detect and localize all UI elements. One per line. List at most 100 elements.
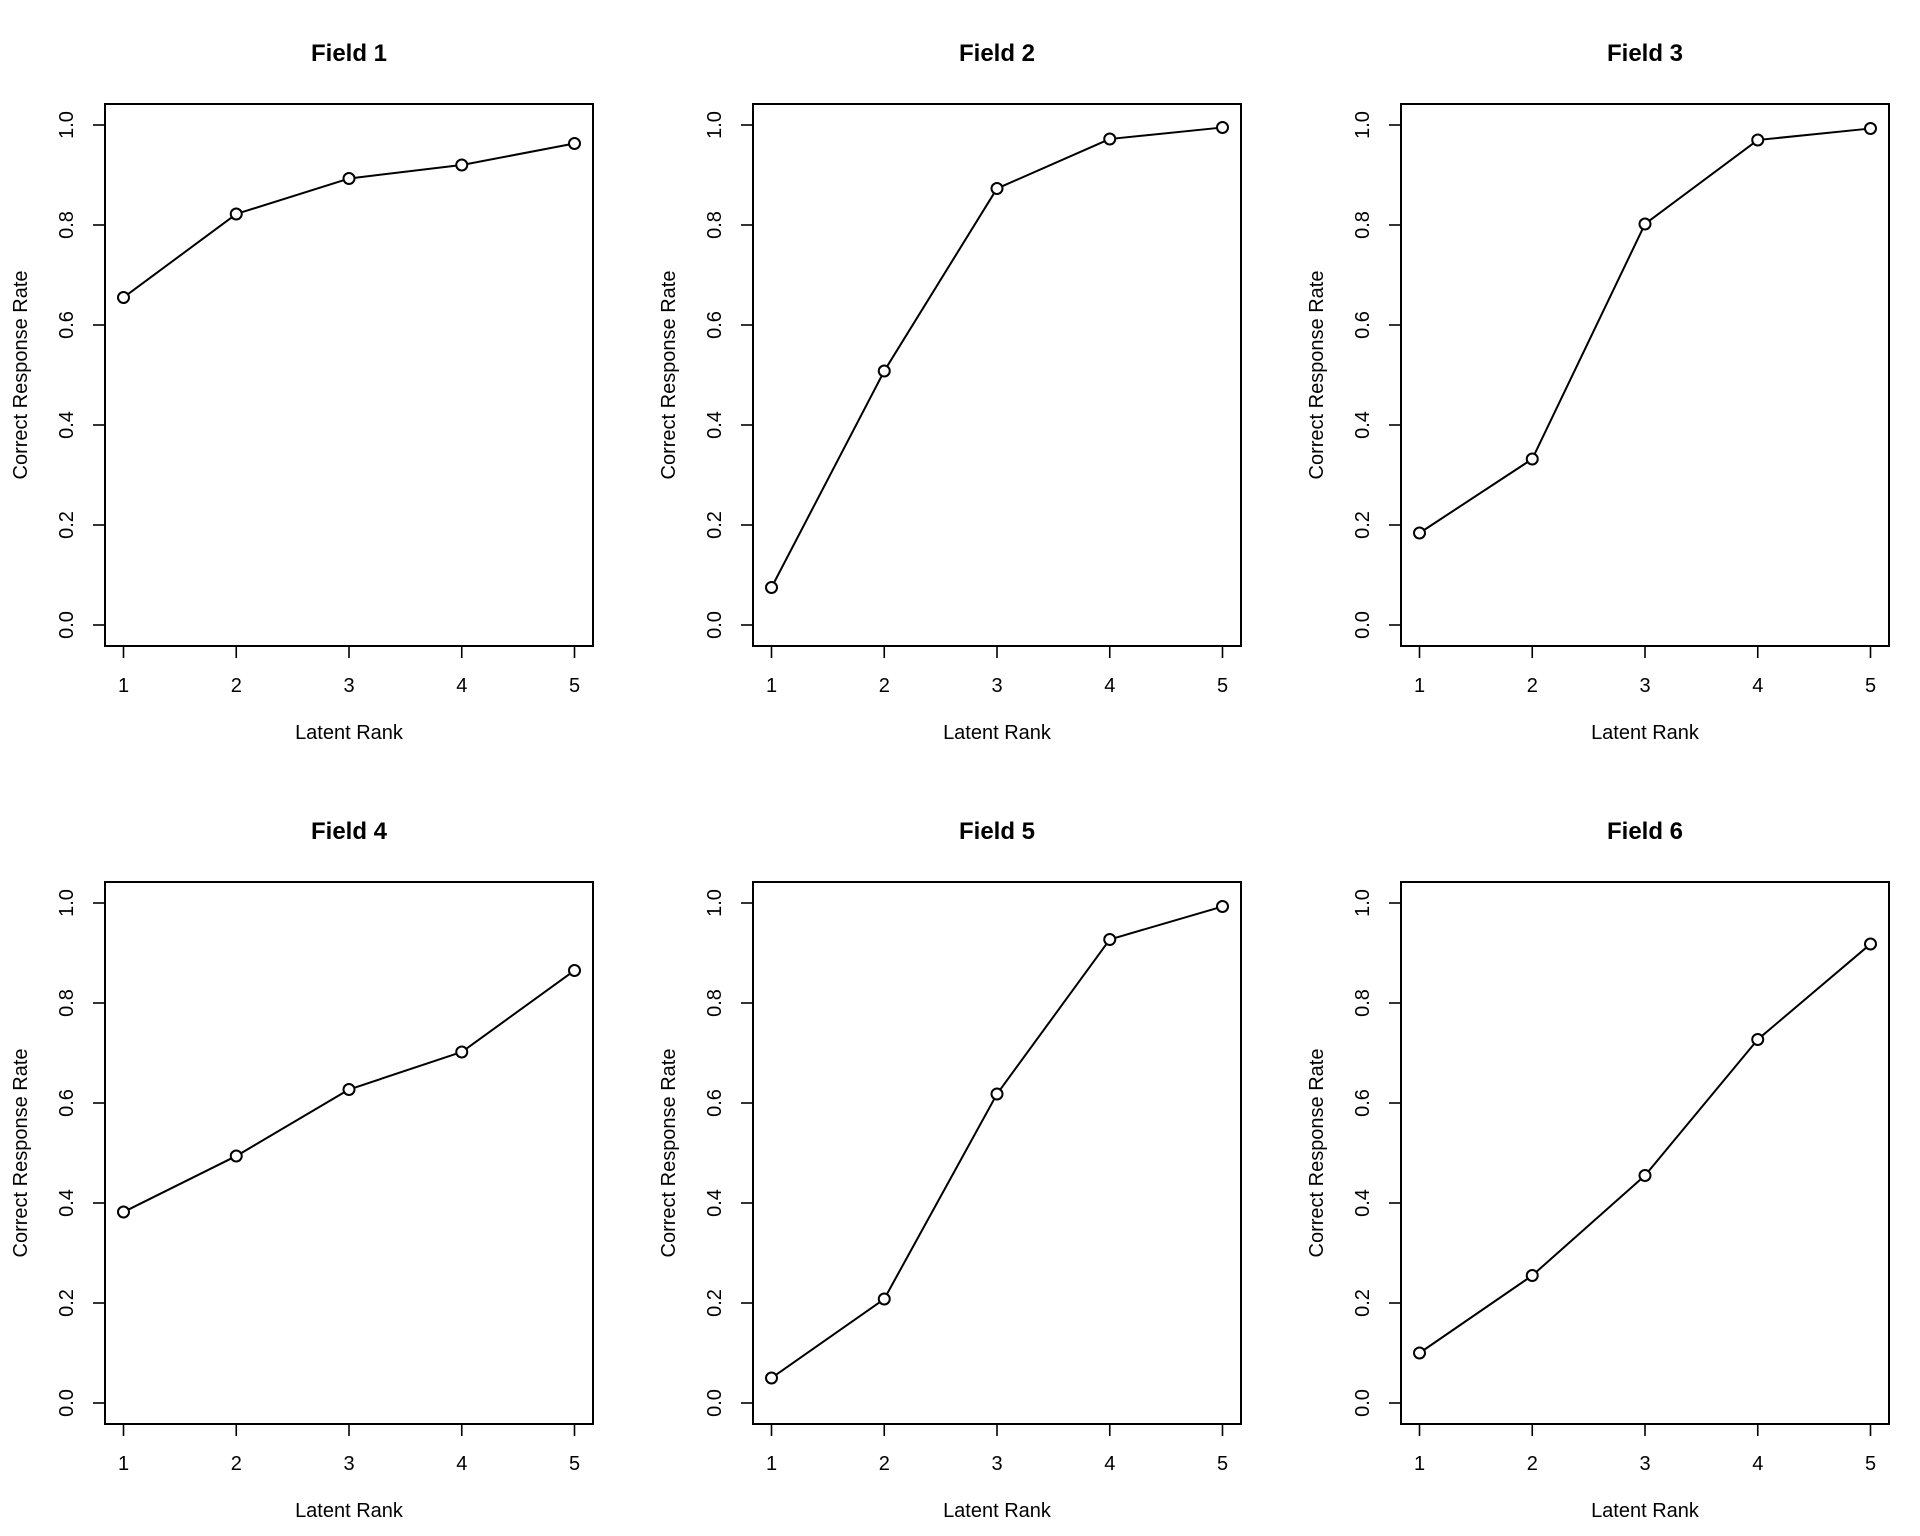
panel-5-title: Field 5	[959, 818, 1035, 845]
panel-1-x-tick-label: 4	[456, 675, 467, 697]
panel-6-y-tick-label: 0.4	[1352, 1189, 1374, 1217]
panel-6-y-tick-label: 1.0	[1352, 889, 1374, 917]
panel-5-series-line-segment	[886, 1098, 996, 1295]
panel-4-y-tick-label: 0.0	[56, 1389, 78, 1417]
panel-4-data-point	[342, 1083, 356, 1096]
panel-5-y-axis-label: Correct Response Rate	[658, 1049, 680, 1258]
panel-5-data-point	[1103, 933, 1117, 946]
panel-1-data-point	[229, 207, 243, 221]
panel-5-y-axis: 0.0 0.2 0.4 0.6 0.8 1.0 Correct Response Rate	[658, 889, 754, 1417]
panel-4-data-point	[568, 964, 581, 977]
panel-1-y-tick-label: 0.8	[56, 211, 78, 239]
panel-6-data-point	[1413, 1346, 1426, 1360]
panel-6-data-point	[1864, 937, 1877, 951]
panel-2-x-tick-label: 4	[1104, 675, 1115, 697]
panel-6-y-tick-label: 0.0	[1352, 1389, 1374, 1417]
panel-4-x-tick-label: 5	[569, 1453, 580, 1475]
panel-4-frame	[104, 881, 594, 1425]
panel-4-y-tick-label: 0.2	[56, 1289, 78, 1317]
panel-6-series-line-segment	[1761, 946, 1867, 1037]
panel-4-x-tick-label: 4	[456, 1453, 467, 1475]
panel-4-data-point	[229, 1149, 243, 1163]
panel-4-y-axis-label: Correct Response Rate	[10, 1049, 32, 1258]
panel-3-y-tick-label: 1.0	[1352, 111, 1374, 139]
panel-4-y-tick-label: 0.6	[56, 1089, 78, 1117]
panel-5-x-tick-label: 2	[879, 1453, 890, 1475]
panel-4-y-tick-label: 0.4	[56, 1189, 78, 1217]
panel-2-y-tick-label: 0.2	[704, 511, 726, 539]
panel-1-x-axis: 1 2 3 4 5 Latent Rank	[118, 645, 580, 744]
panel-2-series-line-segment	[773, 375, 883, 584]
panel-4-title: Field 4	[311, 818, 388, 845]
panel-5-x-tick-label: 3	[991, 1453, 1002, 1475]
panel-4-data-point	[455, 1045, 469, 1059]
panel-2-y-axis: 0.0 0.2 0.4 0.6 0.8 1.0 Correct Response Rate	[658, 111, 754, 639]
panel-5-series-line-segment	[999, 943, 1108, 1091]
panel-1-y-tick-label: 0.6	[56, 311, 78, 339]
panel-4-series-line-segment	[465, 972, 571, 1050]
panel-5-data-point	[877, 1292, 891, 1306]
panel-2-y-tick-label: 0.4	[704, 411, 726, 439]
panel-6-y-axis: 0.0 0.2 0.4 0.6 0.8 1.0 Correct Response Rate	[1306, 889, 1402, 1417]
panel-3-y-tick-label: 0.0	[1352, 611, 1374, 639]
panel-2-data-point	[1103, 132, 1117, 146]
panel-4-y-tick-label: 1.0	[56, 889, 78, 917]
panel-3-x-tick-label: 4	[1752, 675, 1763, 697]
panel-2-y-tick-label: 0.8	[704, 211, 726, 239]
panel-4-x-axis-label: Latent Rank	[295, 1500, 404, 1522]
panel-1-data-point	[455, 158, 469, 172]
panel-5-x-tick-label: 1	[766, 1453, 777, 1475]
panel-5-y-tick-label: 0.6	[704, 1089, 726, 1117]
panel-6: Field 6 1 2 3 4 5 Latent Rank 0.0 0.2 0.4 0.6 0.8 1.…	[1306, 818, 1890, 1522]
panel-3-x-axis: 1 2 3 4 5 Latent Rank	[1414, 645, 1876, 744]
panel-4-series-line-segment	[240, 1091, 345, 1155]
panel-2-y-tick-label: 1.0	[704, 111, 726, 139]
panel-4-y-tick-label: 0.8	[56, 989, 78, 1017]
panel-5-series-line-segment	[775, 1301, 881, 1376]
panel-2-data-point	[877, 364, 891, 378]
panel-1-y-tick-label: 0.0	[56, 611, 78, 639]
panel-2-y-tick-label: 0.0	[704, 611, 726, 639]
panel-4-x-axis: 1 2 3 4 5 Latent Rank	[118, 1423, 580, 1522]
panel-1-title: Field 1	[311, 40, 387, 67]
panel-1-x-tick-label: 3	[343, 675, 354, 697]
panel-5-y-tick-label: 0.0	[704, 1389, 726, 1417]
panel-4-data-point	[117, 1205, 130, 1219]
panel-1-data-point	[342, 172, 356, 185]
panel-2-y-axis-label: Correct Response Rate	[658, 271, 680, 480]
panel-1-y-tick-label: 0.2	[56, 511, 78, 539]
panel-3-y-tick-label: 0.6	[1352, 311, 1374, 339]
panel-3-x-tick-label: 2	[1527, 675, 1538, 697]
panel-3-series-line-segment	[1648, 142, 1754, 222]
panel-6-data-point	[1751, 1033, 1765, 1046]
panel-3-data-point	[1638, 217, 1652, 231]
panel-6-series-line-segment	[1423, 1277, 1529, 1351]
panel-4-x-tick-label: 3	[343, 1453, 354, 1475]
panel-5-x-axis-label: Latent Rank	[943, 1500, 1052, 1522]
panel-5-x-axis: 1 2 3 4 5 Latent Rank	[766, 1423, 1228, 1522]
panel-2-x-axis-label: Latent Rank	[943, 722, 1052, 744]
panel-4-y-axis: 0.0 0.2 0.4 0.6 0.8 1.0 Correct Response Rate	[10, 889, 106, 1417]
panel-5-y-tick-label: 0.2	[704, 1289, 726, 1317]
panel-2-series-line-segment	[1115, 127, 1218, 140]
panel-3-title: Field 3	[1607, 40, 1683, 67]
panel-3-data-point	[1525, 452, 1539, 466]
panel-6-x-axis: 1 2 3 4 5 Latent Rank	[1414, 1423, 1876, 1522]
panel-6-data-point	[1525, 1269, 1539, 1282]
panel-5-data-point	[765, 1371, 778, 1385]
panel-3-frame	[1400, 103, 1890, 647]
panel-5-y-tick-label: 0.4	[704, 1189, 726, 1217]
panel-1-data-point	[568, 137, 581, 150]
panel-3-x-tick-label: 1	[1414, 675, 1425, 697]
panel-6-y-tick-label: 0.6	[1352, 1089, 1374, 1117]
panel-3-y-tick-label: 0.2	[1352, 511, 1374, 539]
panel-1-series-line-segment	[241, 179, 345, 214]
panel-1-x-axis-label: Latent Rank	[295, 722, 404, 744]
panel-1-y-axis-label: Correct Response Rate	[10, 271, 32, 480]
panel-3-data-point	[1864, 122, 1877, 135]
panel-6-y-tick-label: 0.8	[1352, 989, 1374, 1017]
panel-6-data-point	[1638, 1169, 1652, 1182]
panel-2-series-line-segment	[1001, 140, 1106, 188]
panel-1-y-tick-label: 0.4	[56, 411, 78, 439]
